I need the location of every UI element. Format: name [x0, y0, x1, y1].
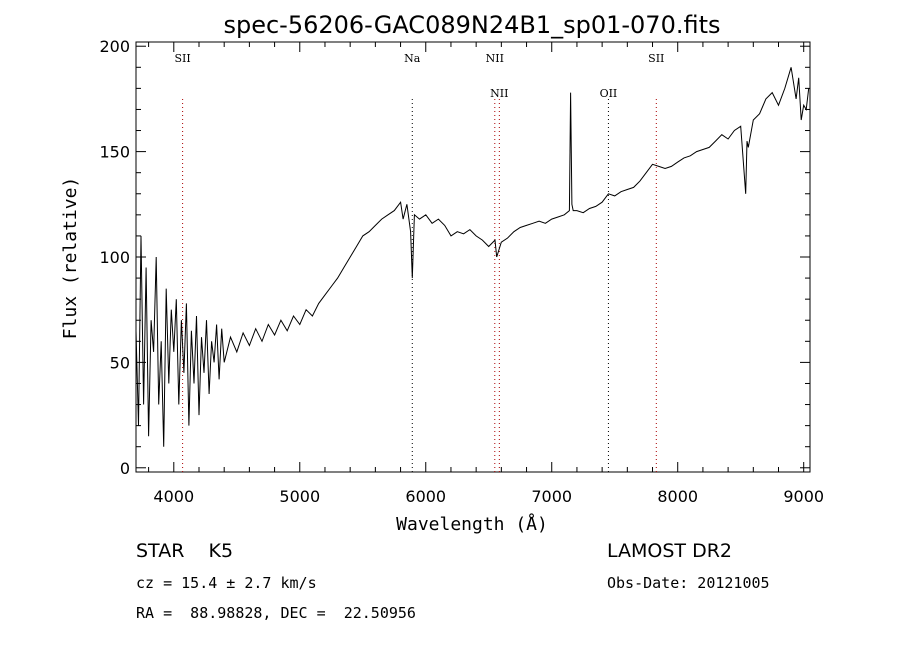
spectral-line-label: SII: [648, 52, 664, 65]
x-tick-label: 6000: [405, 487, 446, 506]
x-tick-label: 4000: [153, 487, 194, 506]
ra-dec-coordinates: RA = 88.98828, DEC = 22.50956: [136, 604, 416, 622]
y-tick-label: 50: [110, 353, 130, 372]
x-tick-label: 7000: [531, 487, 572, 506]
spectral-line-label: Na: [404, 52, 421, 65]
y-tick-label: 0: [120, 459, 130, 478]
redshift-cz: cz = 15.4 ± 2.7 km/s: [136, 574, 317, 592]
y-tick-label: 200: [99, 37, 130, 56]
x-axis-label: Wavelength (Å): [396, 513, 548, 535]
survey-name: LAMOST DR2: [607, 540, 732, 562]
x-tick-label: 5000: [279, 487, 320, 506]
y-tick-label: 100: [99, 248, 130, 267]
object-class: STAR K5: [136, 540, 234, 562]
axis-ticks: 4000 5000 6000 7000 8000 9000 0 50 100 150 200: [99, 37, 824, 506]
spectral-line-label: NII: [486, 52, 504, 65]
spectral-line-markers: SII Na NII NII OII SII: [174, 52, 664, 472]
spectral-line-label: NII: [490, 87, 508, 100]
x-tick-label: 9000: [783, 487, 824, 506]
x-tick-label: 8000: [657, 487, 698, 506]
chart-title: spec-56206-GAC089N24B1_sp01-070.fits: [223, 11, 720, 39]
flux-series-line: [135, 67, 810, 447]
y-tick-label: 150: [99, 143, 130, 162]
spectral-line-label: OII: [600, 87, 618, 100]
plot-frame: [135, 41, 811, 473]
spectral-line-label: SII: [174, 52, 190, 65]
observation-date: Obs-Date: 20121005: [607, 574, 770, 592]
y-axis-label: Flux (relative): [60, 177, 81, 340]
